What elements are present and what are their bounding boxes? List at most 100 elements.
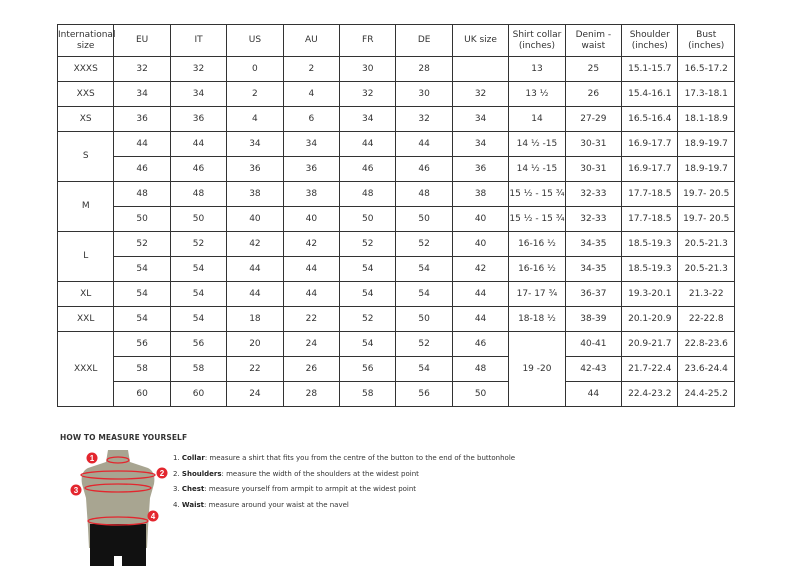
table-row: XXXS 32 32 0 2 30 28 13 25 15.1-15.7 16.5-17.2 — [56, 56, 735, 82]
table-cell: 20 — [226, 331, 284, 357]
table-cell: 32 — [339, 81, 397, 107]
table-cell: 44 — [282, 281, 341, 307]
table-cell: 56 — [339, 356, 397, 382]
marker-1: 1 — [90, 454, 95, 463]
column-header: Bust (inches) — [677, 24, 735, 57]
table-cell: 32 — [451, 81, 510, 107]
table-cell: 22.4-23.2 — [621, 381, 679, 407]
step-chest: 3. Chest: measure yourself from armpit t… — [173, 485, 417, 493]
table-cell: 36 — [113, 106, 171, 132]
table-cell: 28 — [395, 56, 453, 82]
table-cell — [451, 56, 510, 82]
table-cell: 52 — [169, 231, 228, 257]
table-cell: 42 — [226, 231, 284, 257]
table-cell: 44 — [113, 131, 171, 157]
table-cell: 36 — [451, 156, 510, 182]
table-cell: 32 — [113, 56, 171, 82]
size-label: XXXL — [56, 331, 115, 407]
table-cell: 30-31 — [564, 156, 623, 182]
table-cell: 28 — [282, 381, 341, 407]
table-cell: 18.5-19.3 — [621, 231, 679, 257]
table-cell: 22 — [282, 306, 341, 332]
table-cell: 20.1-20.9 — [621, 306, 679, 332]
table-cell: 34 — [451, 131, 510, 157]
table-row: XXS 34 34 2 4 32 30 32 13 ½ 26 15.4-16.1 17.3-18.1 — [56, 81, 735, 107]
column-header: DE — [395, 24, 453, 57]
size-label: XXS — [56, 81, 115, 107]
table-cell: 40 — [226, 206, 284, 232]
step-shoulders: 2. Shoulders: measure the width of the s… — [173, 469, 419, 478]
table-cell: 34-35 — [564, 231, 623, 257]
table-cell: 16.9-17.7 — [621, 156, 679, 182]
table-cell: 15 ½ - 15 ¾ — [508, 181, 566, 207]
table-cell: 14 ½ -15 — [508, 131, 566, 157]
table-cell: 54 — [339, 331, 397, 357]
table-cell: 13 ½ — [508, 81, 566, 107]
table-cell: 54 — [169, 256, 228, 282]
column-header: US — [226, 24, 284, 57]
table-cell: 52 — [339, 306, 397, 332]
table-cell: 60 — [169, 381, 228, 407]
table-cell: 2 — [226, 81, 284, 107]
table-cell: 38-39 — [564, 306, 623, 332]
table-cell: 56 — [169, 331, 228, 357]
table-cell: 54 — [113, 306, 171, 332]
column-header: UK size — [451, 24, 510, 57]
table-cell: 58 — [339, 381, 397, 407]
table-cell: 48 — [451, 356, 510, 382]
table-cell: 18-18 ½ — [508, 306, 566, 332]
table-cell: 24.4-25.2 — [677, 381, 735, 407]
size-label: XXXS — [56, 56, 115, 82]
table-cell: 26 — [282, 356, 341, 382]
how-to-measure-title: HOW TO MEASURE YOURSELF — [60, 433, 188, 442]
table-row: XXL 54 54 18 22 52 50 44 18-18 ½ 38-39 20.1-20.9 22… — [56, 306, 735, 332]
table-cell: 17.7-18.5 — [621, 206, 679, 232]
table-cell: 16-16 ½ — [508, 256, 566, 282]
table-cell: 44 — [226, 281, 284, 307]
table-cell: 42 — [451, 256, 510, 282]
table-cell: 16.5-16.4 — [621, 106, 679, 132]
table-cell: 40 — [451, 231, 510, 257]
table-cell: 56 — [113, 331, 171, 357]
table-cell: 46 — [113, 156, 171, 182]
table-cell: 22 — [226, 356, 284, 382]
table-cell: 4 — [282, 81, 341, 107]
table-cell: 16-16 ½ — [508, 231, 566, 257]
table-cell: 16.9-17.7 — [621, 131, 679, 157]
table-cell: 48 — [339, 181, 397, 207]
table-cell: 2 — [282, 56, 341, 82]
size-label: XL — [56, 281, 115, 307]
table-cell: 20.5-21.3 — [677, 256, 735, 282]
table-cell: 32 — [169, 56, 228, 82]
table-row: 50 50 40 40 50 50 40 15 ½ - 15 ¾ 32-33 17.7-18.5 1… — [58, 206, 735, 232]
table-cell: 50 — [395, 306, 453, 332]
table-cell: 40-41 — [564, 331, 623, 357]
table-row: 60 60 24 28 58 56 50 44 22.4-23.2 24.4-25.2 — [58, 381, 735, 407]
table-cell: 54 — [113, 281, 171, 307]
table-cell: 26 — [564, 81, 623, 107]
table-cell: 60 — [113, 381, 171, 407]
table-cell: 46 — [451, 331, 510, 357]
column-header: Shirt collar (inches) — [508, 24, 566, 57]
table-cell: 44 — [451, 281, 510, 307]
table-cell: 22-22.8 — [677, 306, 735, 332]
table-cell: 22.8-23.6 — [677, 331, 735, 357]
table-cell: 44 — [226, 256, 284, 282]
step-collar: 1. Collar: measure a shirt that fits you… — [173, 454, 516, 462]
table-cell: 18.5-19.3 — [621, 256, 679, 282]
table-row: XXXL 56 56 20 24 54 52 46 19 -20 40-41 20.9-21.7 22… — [56, 331, 735, 407]
size-chart-table: International size EU IT US AU FR DE UK size Shi… — [56, 24, 735, 407]
table-cell: 14 — [508, 106, 566, 132]
table-cell: 46 — [169, 156, 228, 182]
table-cell: 38 — [282, 181, 341, 207]
table-cell: 34 — [451, 106, 510, 132]
table-cell: 54 — [395, 356, 453, 382]
column-header: Denim - waist — [564, 24, 623, 57]
table-cell: 34 — [169, 81, 228, 107]
table-cell: 20.5-21.3 — [677, 231, 735, 257]
table-cell: 14 ½ -15 — [508, 156, 566, 182]
column-header: Shoulder (inches) — [621, 24, 679, 57]
table-cell: 42 — [282, 231, 341, 257]
table-cell: 30-31 — [564, 131, 623, 157]
table-cell: 46 — [395, 156, 453, 182]
